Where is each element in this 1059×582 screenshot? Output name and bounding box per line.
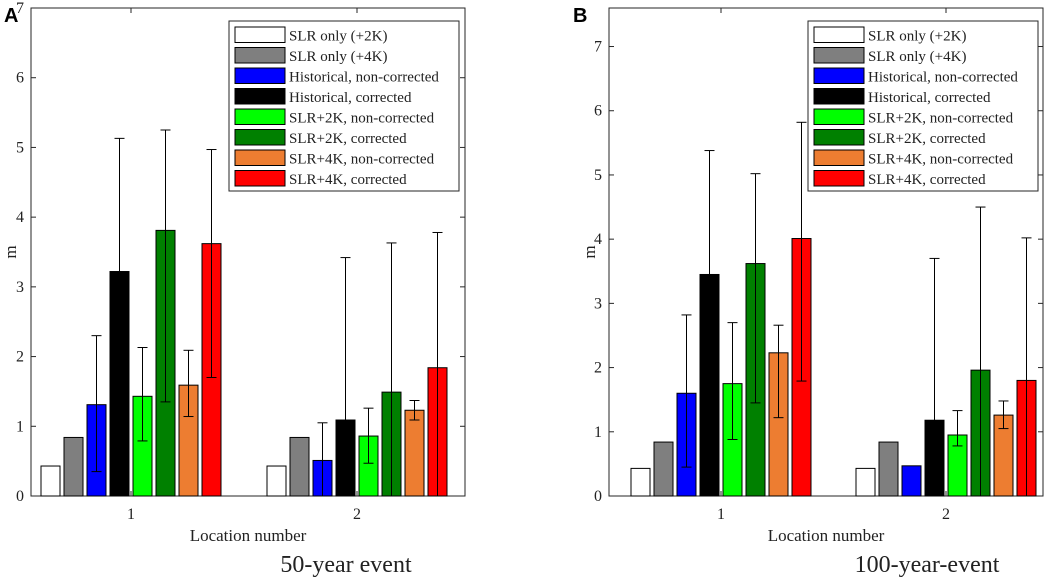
bar [40,465,61,497]
x-tick-label: 1 [717,506,725,523]
legend-label: Historical, corrected [868,90,991,106]
legend: SLR only (+2K) SLR only (+4K) Historical, … [228,20,460,192]
plot-area-frame [30,7,466,497]
legend-label: SLR only (+4K) [289,49,387,65]
y-axis-label: m [580,245,599,258]
panel-letter: B [573,5,587,27]
plot-area-frame [608,7,1044,497]
legend-label: SLR+4K, non-corrected [289,152,435,168]
legend-label: SLR+4K, corrected [289,172,407,188]
y-tick-label: 0 [16,488,24,505]
x-axis-label: Location number [768,526,885,545]
legend-swatch [813,170,865,187]
y-tick-label: 5 [594,167,602,184]
x-tick-label: 2 [353,506,361,523]
y-tick-label: 1 [594,424,602,441]
legend-label: Historical, corrected [289,90,412,106]
y-tick-label: 1 [16,418,24,435]
legend-swatch [234,129,286,146]
bar [63,436,84,497]
legend-label: SLR only (+2K) [868,29,966,45]
chart-panel-b: 0 1 2 3 4 5 6 7 1 2 SLR only (+2K) SLR only (+4K) Hi… [573,5,1044,578]
x-tick-label: 1 [127,506,135,523]
y-tick-label: 7 [16,0,24,17]
legend-label: SLR only (+2K) [289,29,387,45]
legend: SLR only (+2K) SLR only (+4K) Historical, … [807,20,1039,192]
legend-swatch [813,26,865,43]
y-tick-label: 6 [16,70,24,87]
panel-letter: A [4,5,18,27]
legend-swatch [234,26,286,43]
bar [289,436,310,497]
y-tick-label: 7 [594,39,602,56]
y-tick-label: 2 [16,349,24,366]
legend-swatch [813,108,865,125]
legend-label: SLR only (+4K) [868,49,966,65]
bar [404,409,425,497]
legend-swatch [234,88,286,105]
legend-swatch [813,88,865,105]
y-tick-label: 3 [16,279,24,296]
y-tick-label: 0 [594,488,602,505]
legend-swatch [234,170,286,187]
legend-label: SLR+2K, corrected [868,131,986,147]
chart-subtitle: 100-year-event [855,552,1000,578]
legend-label: SLR+2K, non-corrected [289,111,435,127]
x-axis-label: Location number [190,526,307,545]
y-axis-label: m [1,245,20,258]
legend-label: SLR+4K, corrected [868,172,986,188]
legend-swatch [234,67,286,84]
legend-swatch [234,108,286,125]
chart-subtitle: 50-year event [280,552,412,578]
legend-swatch [813,67,865,84]
y-tick-label: 2 [594,360,602,377]
bar [630,467,651,497]
bar [855,467,876,497]
chart-panel-a: 0 1 2 3 4 5 6 7 1 2 SLR only (+2K) SLR only (+4K) Hi… [1,0,466,578]
bar [901,465,922,497]
legend-swatch [813,47,865,64]
y-tick-label: 4 [16,209,24,226]
legend-swatch [234,47,286,64]
bar [878,441,899,497]
bar [266,465,287,497]
y-tick-label: 6 [594,103,602,120]
y-tick-label: 5 [16,139,24,156]
legend-label: SLR+4K, non-corrected [868,152,1014,168]
legend-label: SLR+2K, non-corrected [868,111,1014,127]
legend-swatch [813,129,865,146]
legend-swatch [813,149,865,166]
legend-label: Historical, non-corrected [289,70,439,86]
legend-swatch [234,149,286,166]
bar [653,441,674,497]
x-tick-label: 2 [942,506,950,523]
y-tick-label: 4 [594,231,602,248]
legend-label: SLR+2K, corrected [289,131,407,147]
y-tick-label: 3 [594,295,602,312]
legend-label: Historical, non-corrected [868,70,1018,86]
